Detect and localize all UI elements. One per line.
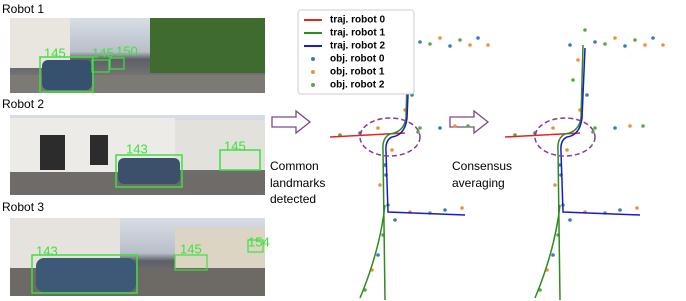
object-dot — [448, 44, 452, 48]
object-dot — [486, 43, 490, 47]
object-dot — [635, 206, 639, 210]
object-dot — [568, 218, 572, 222]
object-dot — [438, 36, 442, 40]
legend-label: obj. robot 2 — [330, 80, 385, 91]
object-dot — [443, 208, 447, 212]
arrow — [450, 111, 488, 133]
object-dot — [593, 126, 597, 130]
highlight-ellipse — [360, 118, 420, 156]
object-dot — [613, 36, 617, 40]
legend-dot — [311, 57, 315, 61]
object-dot — [633, 38, 637, 42]
legend-label: obj. robot 1 — [330, 67, 385, 78]
object-dot — [428, 42, 432, 46]
object-dot — [438, 126, 442, 130]
object-dot — [551, 126, 555, 130]
object-dot — [651, 36, 655, 40]
detection-id: 145 — [224, 138, 246, 153]
arrow-text: landmarks — [270, 176, 325, 190]
object-dot — [623, 44, 627, 48]
arrow — [272, 111, 310, 133]
detection-id: 150 — [116, 43, 138, 58]
arrow-text: Common — [270, 159, 319, 173]
trajectory — [360, 205, 385, 298]
legend-label: traj. robot 0 — [330, 15, 385, 26]
object-dot — [585, 93, 589, 97]
object-dot — [565, 148, 569, 152]
object-dot — [376, 126, 380, 130]
legend-label: obj. robot 0 — [330, 54, 385, 65]
arrow-text: averaging — [452, 176, 505, 190]
object-dot — [603, 42, 607, 46]
object-dot — [390, 148, 394, 152]
panel-label: Robot 2 — [2, 97, 44, 111]
object-dot — [553, 183, 557, 187]
object-dot — [583, 28, 587, 32]
legend-dot — [311, 83, 315, 87]
object-dot — [458, 38, 462, 42]
object-dot — [376, 253, 380, 257]
object-dot — [643, 43, 647, 47]
object-dot — [476, 36, 480, 40]
detection-id: 143 — [126, 141, 148, 156]
object-dot — [576, 58, 580, 62]
object-dot — [571, 78, 575, 82]
detection-id: 143 — [36, 243, 58, 258]
object-dot — [378, 183, 382, 187]
object-dot — [641, 124, 645, 128]
object-dot — [613, 126, 617, 130]
panel-label: Robot 1 — [2, 2, 44, 16]
figure: Robot 1 Robot 2 Robot 3 145 145 150 143 … — [0, 0, 686, 301]
object-dot — [468, 43, 472, 47]
arrow-text: Consensus — [452, 159, 512, 173]
detection-id: 145 — [44, 45, 66, 60]
object-dot — [460, 206, 464, 210]
detection-id: 145 — [180, 241, 202, 256]
detection-id: 145 — [92, 45, 114, 60]
object-dot — [453, 124, 457, 128]
panel-label: Robot 3 — [2, 200, 44, 214]
legend-dot — [311, 70, 315, 74]
detection-id: 154 — [248, 234, 270, 249]
object-dot — [466, 124, 470, 128]
trajectory — [535, 205, 560, 298]
object-dot — [393, 218, 397, 222]
object-dot — [628, 124, 632, 128]
object-dot — [418, 126, 422, 130]
legend-label: traj. robot 1 — [330, 28, 385, 39]
legend-label: traj. robot 2 — [330, 41, 385, 52]
highlight-ellipse — [535, 118, 595, 156]
object-dot — [551, 253, 555, 257]
object-dot — [618, 208, 622, 212]
object-dot — [568, 43, 572, 47]
object-dot — [661, 43, 665, 47]
object-dot — [418, 40, 422, 44]
object-dot — [593, 40, 597, 44]
arrow-text: detected — [270, 192, 316, 206]
